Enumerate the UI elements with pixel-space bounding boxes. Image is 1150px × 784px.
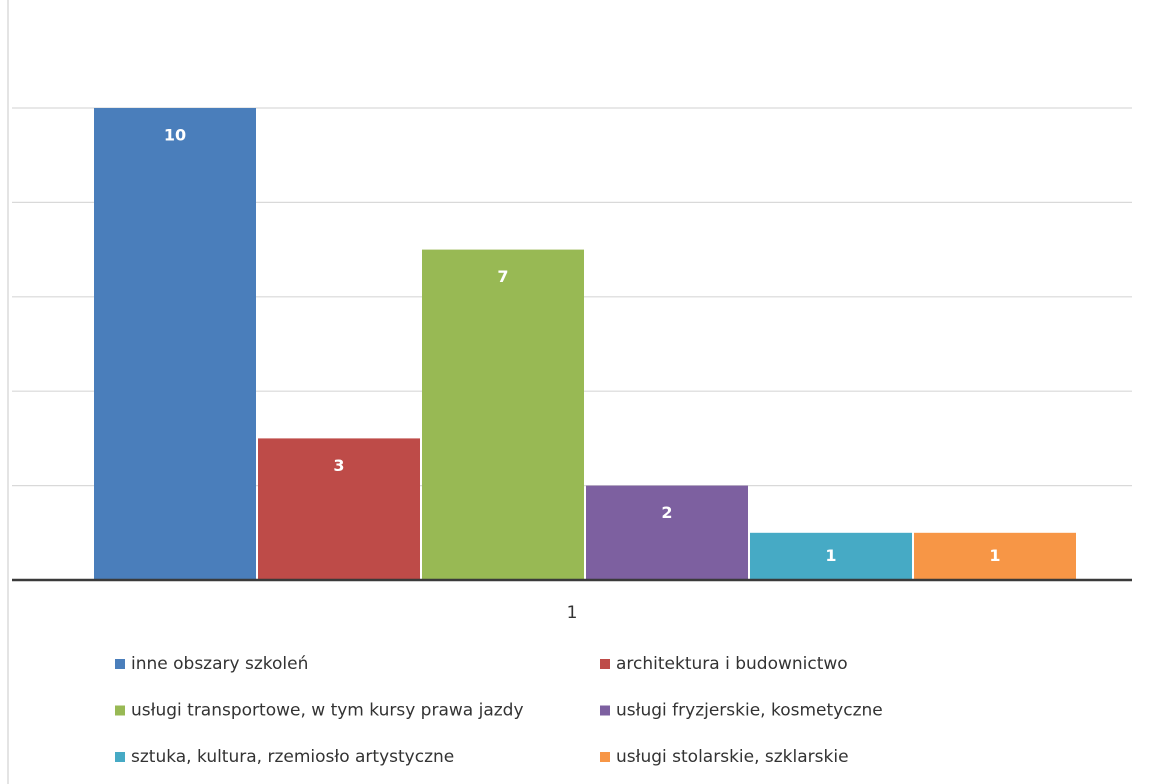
data-label: 2	[661, 503, 672, 522]
data-label: 1	[989, 546, 1000, 565]
data-label: 1	[825, 546, 836, 565]
legend-label: sztuka, kultura, rzemiosło artystyczne	[131, 747, 454, 767]
bar	[586, 485, 748, 580]
data-label: 7	[497, 267, 508, 286]
legend-label: usługi stolarskie, szklarskie	[616, 747, 849, 767]
x-tick-label: 1	[567, 603, 578, 623]
bar	[258, 438, 420, 580]
legend-label: inne obszary szkoleń	[131, 654, 308, 674]
legend-label: usługi transportowe, w tym kursy prawa j…	[131, 701, 524, 721]
data-label: 10	[164, 126, 186, 145]
legend-swatch	[600, 752, 610, 762]
legend-label: usługi fryzjerskie, kosmetyczne	[616, 701, 883, 721]
legend-swatch	[600, 659, 610, 669]
legend-swatch	[115, 752, 125, 762]
bar	[914, 532, 1076, 580]
bar	[94, 108, 256, 580]
bar	[422, 249, 584, 580]
legend-label: architektura i budownictwo	[616, 654, 848, 674]
bar	[750, 532, 912, 580]
legend-swatch	[115, 659, 125, 669]
legend-swatch	[115, 705, 125, 716]
data-label: 3	[333, 456, 344, 475]
legend-swatch	[600, 705, 610, 716]
